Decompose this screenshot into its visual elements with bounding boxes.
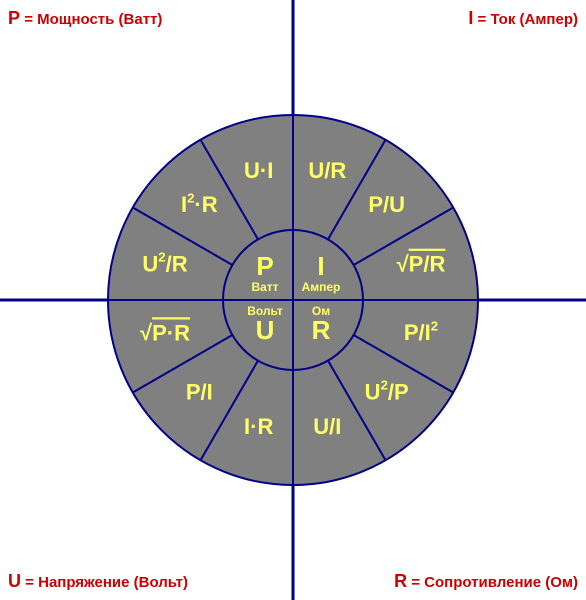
ohms-wheel-diagram: U2/RI2·RU·IU/RP/U√P/RP/I2U2/PU/II·RP/I√P… bbox=[0, 0, 586, 600]
formula-u-2: √P·R bbox=[140, 320, 190, 345]
corner-label-p: P = Мощность (Ватт) bbox=[8, 8, 162, 29]
formula-p-2: U·I bbox=[244, 158, 273, 183]
corner-eq: = bbox=[25, 574, 34, 591]
corner-sym: R bbox=[394, 571, 407, 591]
inner-sym-br: R bbox=[312, 315, 331, 345]
inner-unit-bl: Вольт bbox=[247, 304, 283, 318]
corner-eq: = bbox=[478, 11, 487, 28]
formula-r-2: U/I bbox=[313, 414, 341, 439]
formula-i-2: √P/R bbox=[397, 252, 446, 277]
inner-unit-tl: Ватт bbox=[251, 280, 278, 294]
corner-eq: = bbox=[24, 11, 33, 28]
corner-text: Ток (Ампер) bbox=[490, 11, 578, 28]
corner-eq: = bbox=[411, 574, 420, 591]
corner-label-i: I = Ток (Ампер) bbox=[468, 8, 578, 29]
inner-unit-tr: Ампер bbox=[302, 280, 341, 294]
corner-label-r: R = Сопротивление (Ом) bbox=[394, 571, 578, 592]
inner-unit-br: Ом bbox=[312, 304, 330, 318]
corner-sym: P bbox=[8, 8, 20, 28]
formula-u-0: I·R bbox=[244, 414, 273, 439]
inner-sym-tr: I bbox=[317, 251, 324, 281]
corner-label-u: U = Напряжение (Вольт) bbox=[8, 571, 188, 592]
inner-sym-bl: U bbox=[256, 315, 275, 345]
corner-text: Мощность (Ватт) bbox=[37, 11, 162, 28]
inner-sym-tl: P bbox=[256, 251, 273, 281]
formula-i-0: U/R bbox=[308, 158, 346, 183]
corner-sym: U bbox=[8, 571, 21, 591]
corner-text: Сопротивление (Ом) bbox=[424, 574, 578, 591]
formula-p-0: U2/R bbox=[142, 250, 187, 277]
corner-sym: I bbox=[468, 8, 473, 28]
formula-p-1: I2·R bbox=[181, 190, 218, 217]
formula-i-1: P/U bbox=[368, 192, 405, 217]
formula-u-1: P/I bbox=[186, 380, 213, 405]
corner-text: Напряжение (Вольт) bbox=[38, 574, 188, 591]
